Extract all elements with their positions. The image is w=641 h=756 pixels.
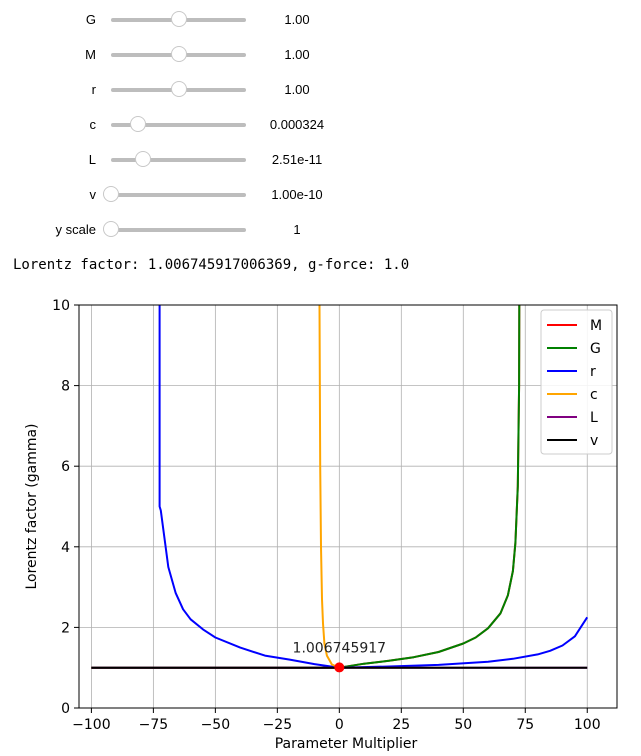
slider-label-v: v	[89, 187, 97, 202]
lorentz-chart: 1.006745917 −100 −75 −50 −25 0 25 50 75 100 0 2 4 6 8 1…	[24, 298, 618, 752]
y-tick-label: 10	[52, 298, 70, 314]
x-axis-label: Parameter Multiplier	[275, 736, 418, 752]
series-line-c	[318, 305, 340, 669]
x-tick-label: 0	[335, 717, 344, 733]
x-tick-label: −50	[201, 717, 231, 733]
legend-label-M: M	[590, 318, 602, 334]
slider-row-y-scale: y scale 1	[0, 217, 360, 243]
slider-value-l: 2.51e-11	[271, 152, 323, 167]
legend-label-v: v	[590, 433, 598, 449]
legend-label-c: c	[590, 387, 598, 403]
plot-frame	[78, 304, 618, 709]
slider-row-v: v 1.00e-10	[0, 182, 360, 208]
slider-row-l: L 2.51e-11	[0, 147, 360, 173]
x-tick-label: 75	[516, 717, 534, 733]
x-tick-label: −75	[139, 717, 169, 733]
marker-value-label: 1.006745917	[293, 640, 387, 656]
legend-label-L: L	[590, 410, 598, 426]
x-tick-label: −100	[72, 717, 110, 733]
series-line-G	[91, 305, 521, 669]
slider-handle-g[interactable]	[170, 11, 187, 27]
status-readout: Lorentz factor: 1.006745917006369, g-for…	[13, 257, 410, 273]
legend-label-G: G	[590, 341, 601, 357]
slider-value-m: 1.00	[284, 47, 310, 62]
legend-label-r: r	[590, 364, 596, 380]
series-line-M	[91, 305, 521, 669]
slider-track-c[interactable]	[111, 123, 246, 127]
slider-track-v[interactable]	[111, 193, 246, 197]
series-line-r	[158, 305, 589, 669]
slider-value-g: 1.00	[284, 12, 310, 27]
slider-label-r: r	[91, 82, 96, 97]
y-tick-label: 0	[61, 701, 70, 717]
slider-value-y-scale: 1	[293, 222, 301, 237]
slider-label-l: L	[88, 152, 96, 167]
y-tick-label: 6	[61, 459, 70, 475]
slider-value-r: 1.00	[284, 82, 310, 97]
slider-handle-v[interactable]	[103, 186, 119, 202]
slider-row-c: c 0.000324	[0, 112, 360, 138]
x-tick-label: 25	[392, 717, 410, 733]
slider-handle-c[interactable]	[130, 116, 146, 132]
x-tick-label: 50	[454, 717, 472, 733]
x-tick-label: 100	[574, 717, 601, 733]
y-tick-label: 4	[61, 540, 70, 556]
slider-label-c: c	[89, 117, 97, 132]
slider-track-y-scale[interactable]	[111, 228, 246, 232]
plot-area	[91, 305, 589, 669]
slider-track-l[interactable]	[111, 158, 246, 162]
slider-label-y-scale: y scale	[55, 222, 96, 237]
slider-row-r: r 1.00	[0, 77, 360, 103]
y-tick-label: 8	[61, 379, 70, 395]
slider-label-g: G	[85, 12, 96, 27]
slider-handle-r[interactable]	[170, 81, 187, 97]
slider-label-m: M	[85, 47, 96, 62]
current-value-marker	[334, 662, 345, 673]
slider-row-m: M 1.00	[0, 42, 360, 68]
slider-value-v: 1.00e-10	[271, 187, 323, 202]
slider-handle-y-scale[interactable]	[103, 221, 119, 237]
slider-handle-l[interactable]	[135, 151, 152, 167]
x-tick-label: −25	[263, 717, 293, 733]
slider-value-c: 0.000324	[269, 117, 325, 132]
slider-row-g: G 1.00	[0, 7, 360, 33]
y-tick-label: 2	[61, 620, 70, 636]
slider-handle-m[interactable]	[170, 46, 187, 62]
y-axis-label: Lorentz factor (gamma)	[24, 423, 40, 589]
